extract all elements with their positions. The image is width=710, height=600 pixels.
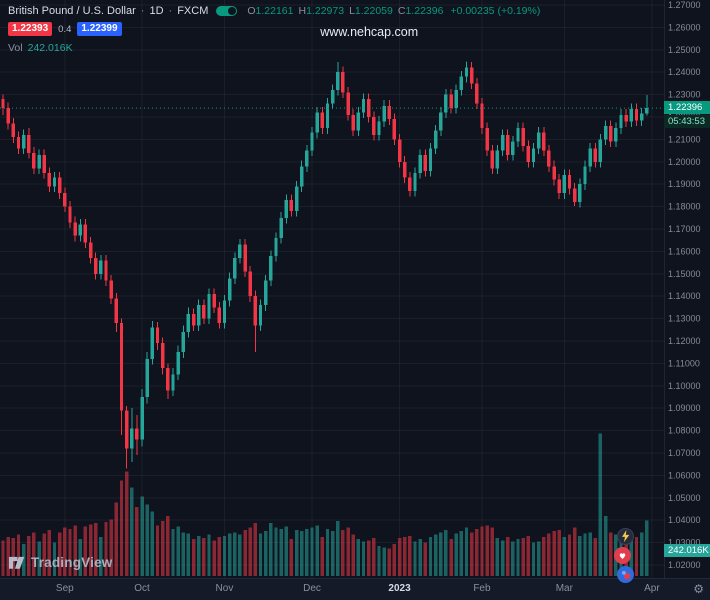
time-axis-label: Feb <box>473 583 491 594</box>
chart-legend: British Pound / U.S. Dollar · 1D · FXCM … <box>8 5 540 54</box>
price-axis-label: 1.13000 <box>668 314 701 324</box>
market-status-toggle[interactable] <box>216 6 238 16</box>
price-axis-label: 1.17000 <box>668 224 701 234</box>
time-axis-label: Mar <box>555 583 573 594</box>
candles-layer <box>1 61 649 469</box>
settings-gear-icon[interactable]: ⚙ <box>693 582 704 596</box>
heart-icon <box>619 553 626 559</box>
open-label: O <box>247 5 256 17</box>
last-price-badge[interactable]: 1.22396 <box>664 101 710 114</box>
low-label: L <box>349 5 355 17</box>
price-axis-label: 1.16000 <box>668 246 701 256</box>
price-axis-label: 1.21000 <box>668 134 701 144</box>
price-axis-label: 1.23000 <box>668 90 701 100</box>
toggle-knob-icon <box>228 7 237 15</box>
ask-price-badge[interactable]: 1.22399 <box>77 22 122 36</box>
change-value: +0.00235 (+0.19%) <box>450 5 541 17</box>
interval-label[interactable]: 1D <box>149 5 164 17</box>
time-axis-label: Oct <box>134 583 150 594</box>
open-value: 1.22161 <box>255 5 294 17</box>
price-axis-label: 1.14000 <box>668 291 701 301</box>
reaction-heart-button[interactable] <box>614 547 631 564</box>
price-axis: 1.270001.260001.250001.240001.230001.220… <box>668 0 701 570</box>
close-label: C <box>397 5 406 17</box>
bar-countdown-badge: 05:43:53 <box>664 115 710 128</box>
time-axis-label: Nov <box>215 583 234 594</box>
price-axis-label: 1.06000 <box>668 470 701 480</box>
reaction-buttons <box>614 528 634 583</box>
reaction-lightning-button[interactable] <box>617 528 634 545</box>
time-axis-label: 2023 <box>388 583 411 594</box>
lightning-icon <box>622 530 630 543</box>
time-axis[interactable]: ⚙ Sep Oct Nov Dec 2023 Feb Mar Apr <box>0 578 710 600</box>
tradingview-logo[interactable]: TradingView <box>8 554 112 571</box>
close-value: 1.22396 <box>405 5 444 17</box>
high-label: H <box>298 5 307 17</box>
reaction-orb-button[interactable] <box>617 566 634 583</box>
price-axis-label: 1.27000 <box>668 0 701 10</box>
volume-label: Vol <box>8 42 23 54</box>
symbol-title[interactable]: British Pound / U.S. Dollar <box>8 5 136 17</box>
time-axis-label: Apr <box>644 583 660 594</box>
volume-row: Vol 242.016K <box>8 42 540 54</box>
price-axis-label: 1.08000 <box>668 426 701 436</box>
time-axis-label: Dec <box>303 583 321 594</box>
separator: · <box>140 5 145 17</box>
high-value: 1.22973 <box>306 5 345 17</box>
price-axis-label: 1.03000 <box>668 538 701 548</box>
volume-axis-badge: 242.016K <box>664 544 710 557</box>
price-axis-label: 1.12000 <box>668 336 701 346</box>
price-axis-label: 1.25000 <box>668 45 701 55</box>
ohlc-values: O1.22161 H1.22973 L1.22059 C1.22396 +0.0… <box>247 5 540 17</box>
price-axis-label: 1.10000 <box>668 381 701 391</box>
watermark-text: www.nehcap.com <box>320 25 419 39</box>
separator: · <box>168 5 173 17</box>
tradingview-logo-icon <box>8 556 25 569</box>
bid-ask-row: 1.22393 0.4 1.22399 <box>8 22 540 36</box>
price-axis-label: 1.15000 <box>668 269 701 279</box>
candlestick-chart[interactable]: 1.27000 1.26000 1.25000 1.24000 1.23000 1.220… <box>0 0 710 578</box>
orb-icon <box>621 570 631 580</box>
exchange-label[interactable]: FXCM <box>177 5 209 17</box>
price-axis-label: 1.07000 <box>668 448 701 458</box>
bid-price-badge[interactable]: 1.22393 <box>8 22 53 36</box>
price-axis-label: 1.19000 <box>668 179 701 189</box>
price-axis-label: 1.02000 <box>668 560 701 570</box>
price-axis-label: 1.20000 <box>668 157 701 167</box>
price-axis-label: 1.05000 <box>668 493 701 503</box>
price-axis-label: 1.04000 <box>668 515 701 525</box>
low-value: 1.22059 <box>354 5 393 17</box>
volume-value: 242.016K <box>27 42 73 54</box>
spread-value: 0.4 <box>58 23 72 35</box>
tradingview-logo-text: TradingView <box>31 555 113 570</box>
time-axis-label: Sep <box>55 583 74 594</box>
price-axis-label: 1.26000 <box>668 22 701 32</box>
price-axis-label: 1.09000 <box>668 403 701 413</box>
symbol-row: British Pound / U.S. Dollar · 1D · FXCM … <box>8 5 540 17</box>
price-axis-label: 1.24000 <box>668 67 701 77</box>
price-axis-label: 1.11000 <box>668 358 700 368</box>
price-axis-label: 1.18000 <box>668 202 701 212</box>
